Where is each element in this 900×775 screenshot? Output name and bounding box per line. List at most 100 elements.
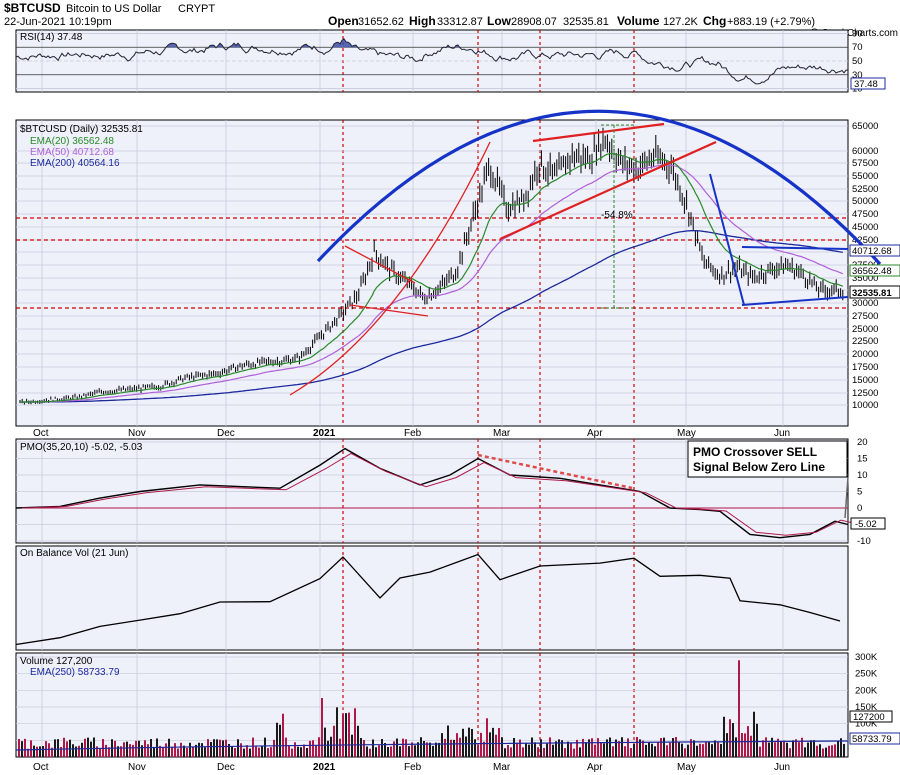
price-label: $BTCUSD (Daily) 32535.81 <box>20 124 143 135</box>
parabolic-curve <box>289 141 491 396</box>
pmo-tick: 5 <box>857 487 862 498</box>
month-label-bottom: Oct <box>33 762 49 773</box>
chg-value: +883.19 (+2.79%) <box>727 16 815 28</box>
pmo-tick: 20 <box>857 437 868 448</box>
pmo-tick: -10 <box>857 536 871 547</box>
price-tick: 10000 <box>852 400 878 411</box>
volume-tick: 300K <box>855 652 878 663</box>
price-tick: 45000 <box>852 222 878 233</box>
symbol-name: Bitcoin to US Dollar <box>66 3 162 15</box>
month-label-bottom: Apr <box>587 762 603 773</box>
price-tick: 30000 <box>852 298 878 309</box>
price-tick: 47500 <box>852 209 878 220</box>
ohlc-header: Open 31652.62 High 33312.87 Low 28908.07… <box>328 14 815 28</box>
vol-panel-bg <box>15 652 849 758</box>
watermark: @ StockCharts.com <box>809 28 898 39</box>
volume-label-panel: Volume 127,200 <box>20 656 93 667</box>
month-label-top: Mar <box>493 428 511 439</box>
price-tick: 65000 <box>852 121 878 132</box>
pmo-signal-line <box>21 452 855 536</box>
open-value: 31652.62 <box>358 16 404 28</box>
low-value: 28908.07 <box>511 16 557 28</box>
pmo-tick: 15 <box>857 454 868 465</box>
rsi-label: RSI(14) 37.48 <box>20 32 83 43</box>
ema20-badge: 36562.48 <box>849 264 900 277</box>
volume-tick: 200K <box>855 685 878 696</box>
month-label-bottom: May <box>677 762 696 773</box>
pmo-tick: 10 <box>857 470 868 481</box>
month-label-top: 2021 <box>313 428 336 439</box>
obv-line <box>15 553 841 646</box>
pmo-note-line1: PMO Crossover SELL <box>693 445 817 459</box>
symbol: $BTCUSD <box>4 1 61 15</box>
volume-tick: 100K <box>855 719 878 730</box>
price-tick: 57500 <box>852 158 878 169</box>
datetime: 22-Jun-2021 10:19pm <box>4 16 112 28</box>
volume-badge: 127200 <box>849 710 893 723</box>
rsi-tick: 70 <box>852 42 863 53</box>
ema20-legend: EMA(20) 36562.48 <box>30 136 114 147</box>
volume-tick: 150K <box>855 702 878 713</box>
month-label-top: Jun <box>774 428 790 439</box>
pennant-line <box>741 296 849 306</box>
symbol-type: CRYPT <box>178 3 215 15</box>
price-tick: 55000 <box>852 171 878 182</box>
volume-value: 127.2K <box>663 16 699 28</box>
drawdown-note: -54.8% <box>601 210 633 221</box>
ema200-badge: 40712.68 <box>849 244 900 257</box>
ema200-legend: EMA(200) 40564.16 <box>30 158 120 169</box>
svg-text:37.48: 37.48 <box>854 79 878 90</box>
low-label: Low <box>487 14 512 28</box>
obv-label: On Balance Vol (21 Jun) <box>20 548 128 559</box>
pmo-badge: -5.02 <box>850 517 886 530</box>
high-value: 33312.87 <box>437 16 483 28</box>
price-panel-bg <box>15 119 849 427</box>
pmo-note-box <box>687 440 848 478</box>
svg-text:40712.68: 40712.68 <box>852 246 892 257</box>
triangle-line <box>344 245 416 284</box>
price-tick: 60000 <box>852 146 878 157</box>
volume-ema-badge: 58733.79 <box>849 732 900 745</box>
svg-text:58733.79: 58733.79 <box>852 734 892 745</box>
obv-panel-bg <box>15 545 849 651</box>
ema200-line <box>20 229 843 403</box>
pmo-tick: 0 <box>857 503 862 514</box>
volume-tick: 250K <box>855 669 878 680</box>
volume-ema-line <box>15 740 849 751</box>
svg-text:-5.02: -5.02 <box>855 519 877 530</box>
pmo-note-line2: Signal Below Zero Line <box>693 460 825 474</box>
month-label-bottom: Mar <box>493 762 511 773</box>
price-tick: 17500 <box>852 362 878 373</box>
price-tick: 20000 <box>852 349 878 360</box>
month-label-top: Dec <box>217 428 235 439</box>
pennant-line <box>741 246 849 250</box>
pmo-label: PMO(35,20,10) -5.02, -5.03 <box>20 442 143 453</box>
price-tick: 50000 <box>852 196 878 207</box>
month-label-top: May <box>677 428 696 439</box>
month-label-top: Feb <box>404 428 422 439</box>
volume-label: Volume <box>617 14 660 28</box>
rsi-tick: 90 <box>852 28 863 39</box>
volume-ema-legend: EMA(250) 58733.79 <box>30 667 120 678</box>
svg-text:32535.81: 32535.81 <box>852 288 892 299</box>
rsi-badge: 37.48 <box>850 77 886 90</box>
rising-wedge-bottom <box>499 140 717 241</box>
month-label-bottom: Feb <box>404 762 422 773</box>
ema50-line <box>20 164 844 403</box>
close-value: 32535.81 <box>563 16 609 28</box>
pmo-line <box>15 447 849 539</box>
price-tick: 12500 <box>852 388 878 399</box>
price-tick: 25000 <box>852 324 878 335</box>
month-label-bottom: Nov <box>128 762 146 773</box>
pmo-divergence-line <box>477 453 633 490</box>
pmo-note-pointer <box>844 476 849 519</box>
rsi-tick: 50 <box>852 56 863 67</box>
rising-wedge-top <box>532 122 665 143</box>
month-label-top: Nov <box>128 428 146 439</box>
price-tick: 35000 <box>852 273 878 284</box>
svg-text:127200: 127200 <box>853 712 885 723</box>
month-label-bottom: 2021 <box>313 762 336 773</box>
rsi-line <box>15 38 849 85</box>
